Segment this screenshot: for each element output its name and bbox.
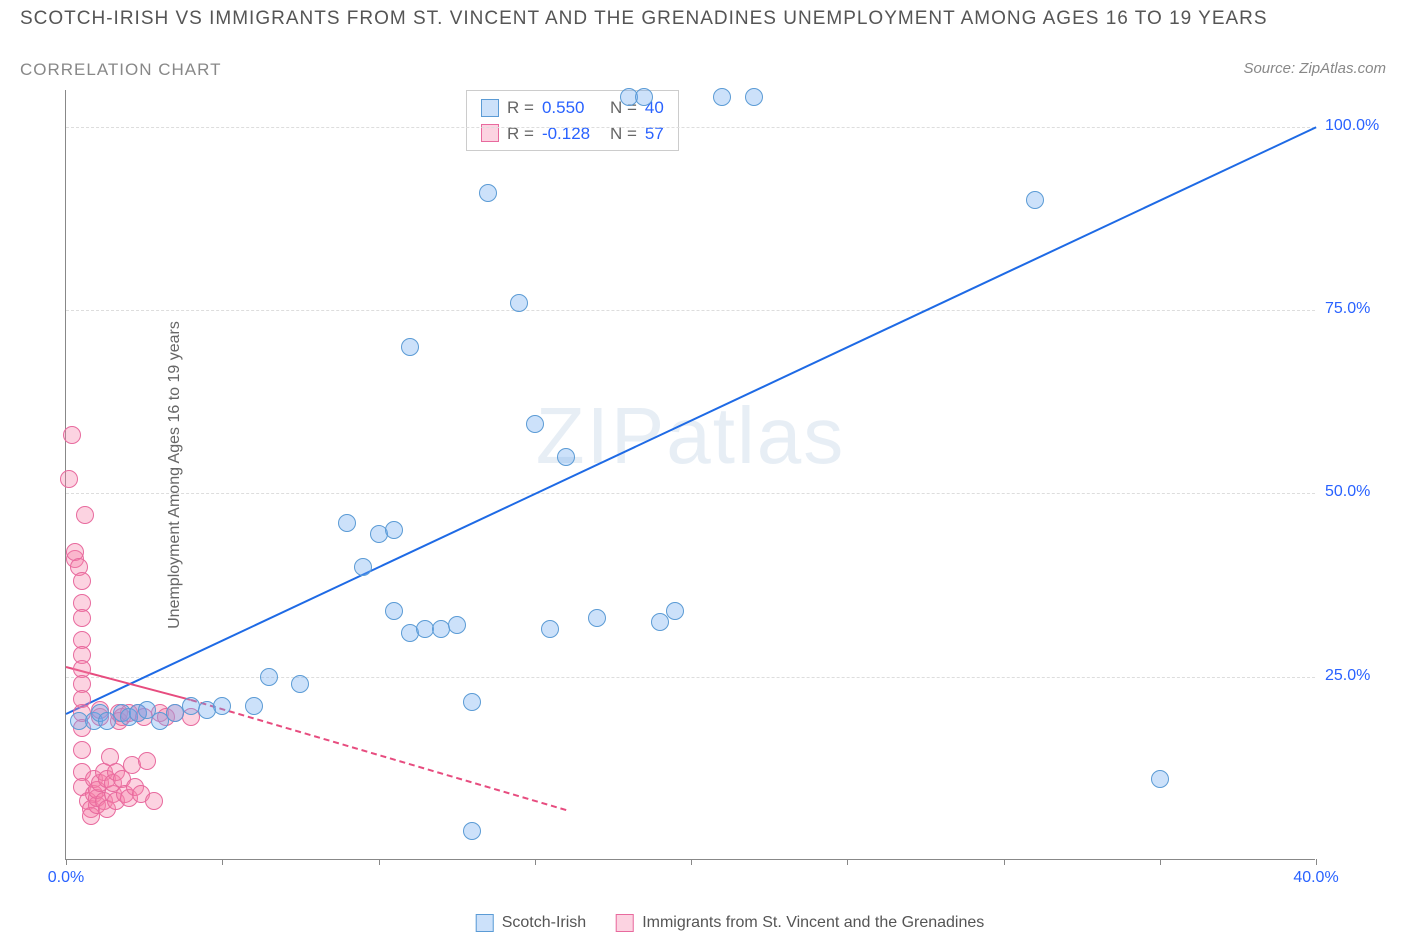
- scatter-point: [213, 697, 231, 715]
- r-label: R =: [507, 121, 534, 147]
- scatter-point: [338, 514, 356, 532]
- chart-container: Unemployment Among Ages 16 to 19 years Z…: [65, 90, 1395, 900]
- scatter-point: [76, 506, 94, 524]
- scatter-point: [1151, 770, 1169, 788]
- source-attribution: Source: ZipAtlas.com: [1243, 60, 1386, 77]
- scatter-point: [448, 616, 466, 634]
- x-tick: [222, 859, 223, 865]
- legend-item-series-1: Scotch-Irish: [476, 914, 586, 932]
- plot-area: Unemployment Among Ages 16 to 19 years Z…: [65, 90, 1315, 860]
- scatter-point: [557, 448, 575, 466]
- gridline: [66, 310, 1315, 311]
- y-axis-label: Unemployment Among Ages 16 to 19 years: [166, 321, 184, 629]
- y-tick-label: 25.0%: [1325, 667, 1385, 685]
- x-tick: [1160, 859, 1161, 865]
- chart-title: SCOTCH-IRISH VS IMMIGRANTS FROM ST. VINC…: [20, 8, 1268, 30]
- trend-line: [66, 127, 1317, 715]
- r-value-series-2: -0.128: [542, 121, 602, 147]
- watermark: ZIPatlas: [536, 390, 845, 482]
- gridline: [66, 677, 1315, 678]
- chart-subtitle: CORRELATION CHART: [20, 60, 222, 80]
- stats-swatch-series-1: [481, 99, 499, 117]
- scatter-point: [1026, 191, 1044, 209]
- y-tick-label: 50.0%: [1325, 483, 1385, 501]
- scatter-point: [60, 470, 78, 488]
- x-tick: [66, 859, 67, 865]
- legend-item-series-2: Immigrants from St. Vincent and the Gren…: [616, 914, 984, 932]
- x-tick: [691, 859, 692, 865]
- scatter-point: [526, 415, 544, 433]
- scatter-point: [666, 602, 684, 620]
- scatter-point: [138, 752, 156, 770]
- n-label: N =: [610, 121, 637, 147]
- gridline: [66, 493, 1315, 494]
- scatter-point: [63, 426, 81, 444]
- scatter-point: [385, 521, 403, 539]
- scatter-point: [145, 792, 163, 810]
- legend-swatch-series-1: [476, 914, 494, 932]
- scatter-point: [385, 602, 403, 620]
- scatter-point: [245, 697, 263, 715]
- scatter-point: [463, 822, 481, 840]
- scatter-point: [73, 741, 91, 759]
- bottom-legend: Scotch-Irish Immigrants from St. Vincent…: [476, 914, 985, 932]
- scatter-point: [401, 338, 419, 356]
- gridline: [66, 127, 1315, 128]
- x-tick: [1004, 859, 1005, 865]
- scatter-point: [291, 675, 309, 693]
- y-tick-label: 75.0%: [1325, 300, 1385, 318]
- watermark-part-2: atlas: [666, 391, 845, 480]
- watermark-part-1: ZIP: [536, 391, 666, 480]
- scatter-point: [73, 609, 91, 627]
- x-tick: [1316, 859, 1317, 865]
- stats-row-series-2: R = -0.128 N = 57: [481, 121, 664, 147]
- scatter-point: [73, 572, 91, 590]
- scatter-point: [260, 668, 278, 686]
- r-label: R =: [507, 95, 534, 121]
- x-tick-label: 40.0%: [1293, 869, 1338, 887]
- legend-label-series-2: Immigrants from St. Vincent and the Gren…: [642, 914, 984, 932]
- r-value-series-1: 0.550: [542, 95, 602, 121]
- scatter-point: [635, 88, 653, 106]
- scatter-point: [745, 88, 763, 106]
- legend-label-series-1: Scotch-Irish: [502, 914, 586, 932]
- scatter-point: [463, 693, 481, 711]
- n-value-series-2: 57: [645, 121, 664, 147]
- scatter-point: [588, 609, 606, 627]
- y-tick-label: 100.0%: [1325, 117, 1385, 135]
- scatter-point: [713, 88, 731, 106]
- scatter-point: [354, 558, 372, 576]
- trend-line: [191, 699, 567, 811]
- x-tick: [379, 859, 380, 865]
- x-tick-label: 0.0%: [48, 869, 84, 887]
- scatter-point: [479, 184, 497, 202]
- legend-swatch-series-2: [616, 914, 634, 932]
- scatter-point: [541, 620, 559, 638]
- scatter-point: [510, 294, 528, 312]
- x-tick: [847, 859, 848, 865]
- scatter-point: [651, 613, 669, 631]
- x-tick: [535, 859, 536, 865]
